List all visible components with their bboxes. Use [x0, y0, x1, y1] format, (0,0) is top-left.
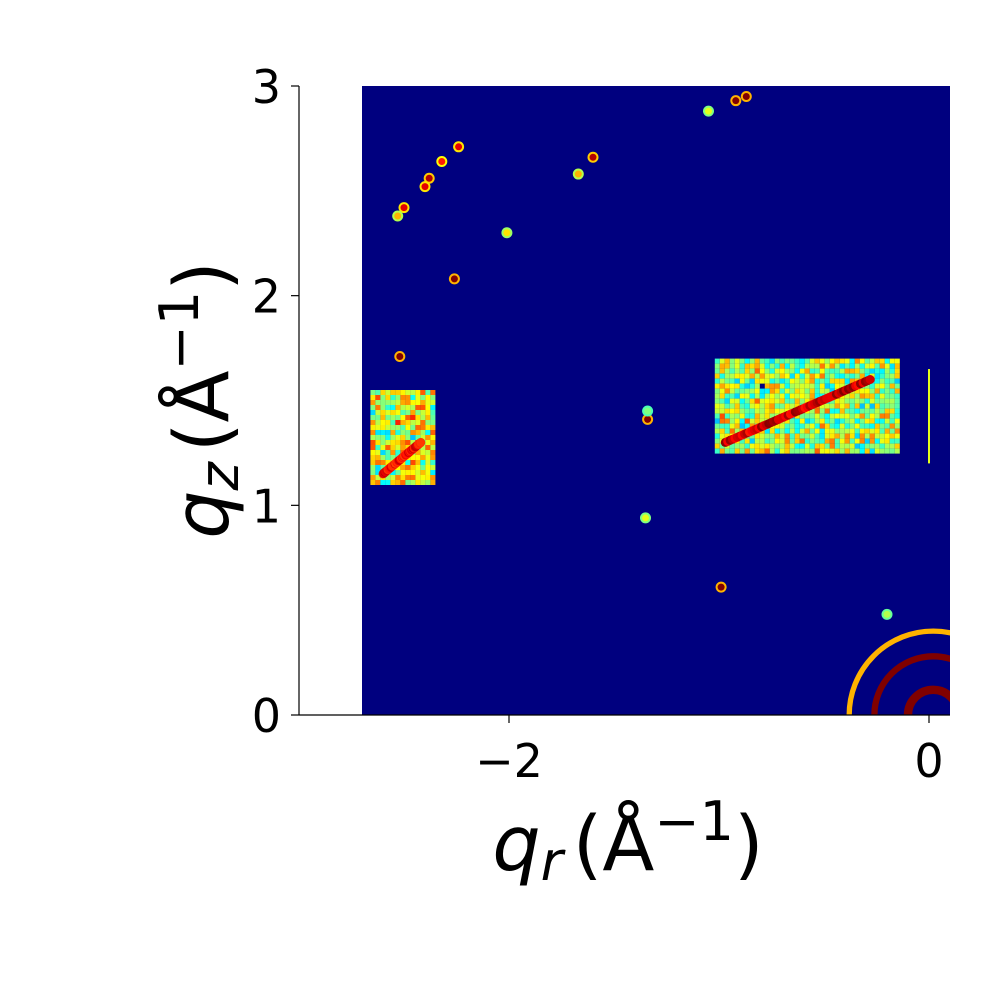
- x-tick-label: 0: [914, 734, 943, 788]
- scatter-spot-12: [587, 151, 599, 163]
- scatter-spot-18: [642, 405, 654, 417]
- scatter-arc-25: [903, 685, 950, 715]
- scatter-spot-22: [881, 608, 893, 620]
- y-tick-label: 2: [252, 270, 281, 324]
- scatter-spot-17: [642, 413, 654, 425]
- y-tick-label: 3: [252, 60, 281, 114]
- scatter-arc-24: [871, 653, 950, 715]
- heatmap: [362, 86, 950, 715]
- scatter-spot-5: [740, 90, 752, 102]
- scatter-streak-2: [720, 375, 875, 447]
- scatter-spot-8: [423, 172, 435, 184]
- scatter-spot-7: [436, 155, 448, 167]
- x-axis-label: qr (Å−1): [492, 790, 763, 893]
- scatter-spot-9: [419, 181, 431, 193]
- scatter-spot-6: [453, 141, 465, 153]
- scatter-streak-3: [378, 437, 426, 479]
- scatter-spot-10: [398, 202, 410, 214]
- axes: −2 0 0 1 2 3: [252, 60, 950, 788]
- scatter-spot-19: [715, 581, 727, 593]
- scatter-spot-4: [730, 95, 742, 107]
- y-tick-label: 1: [252, 479, 281, 533]
- scatter-spot-13: [572, 168, 584, 180]
- scatter-spot-11: [392, 210, 404, 222]
- y-axis-label: qz(Å−1): [148, 261, 251, 539]
- scatter-spot-14: [501, 227, 513, 239]
- y-tick-label: 0: [252, 689, 281, 743]
- x-tick-label: −2: [475, 734, 543, 788]
- scatter-spot-16: [394, 350, 406, 362]
- scatter-spot-21: [703, 105, 714, 117]
- scatter-spot-15: [448, 273, 460, 285]
- scatter-spot-20: [640, 512, 651, 524]
- plot-area: [299, 86, 950, 715]
